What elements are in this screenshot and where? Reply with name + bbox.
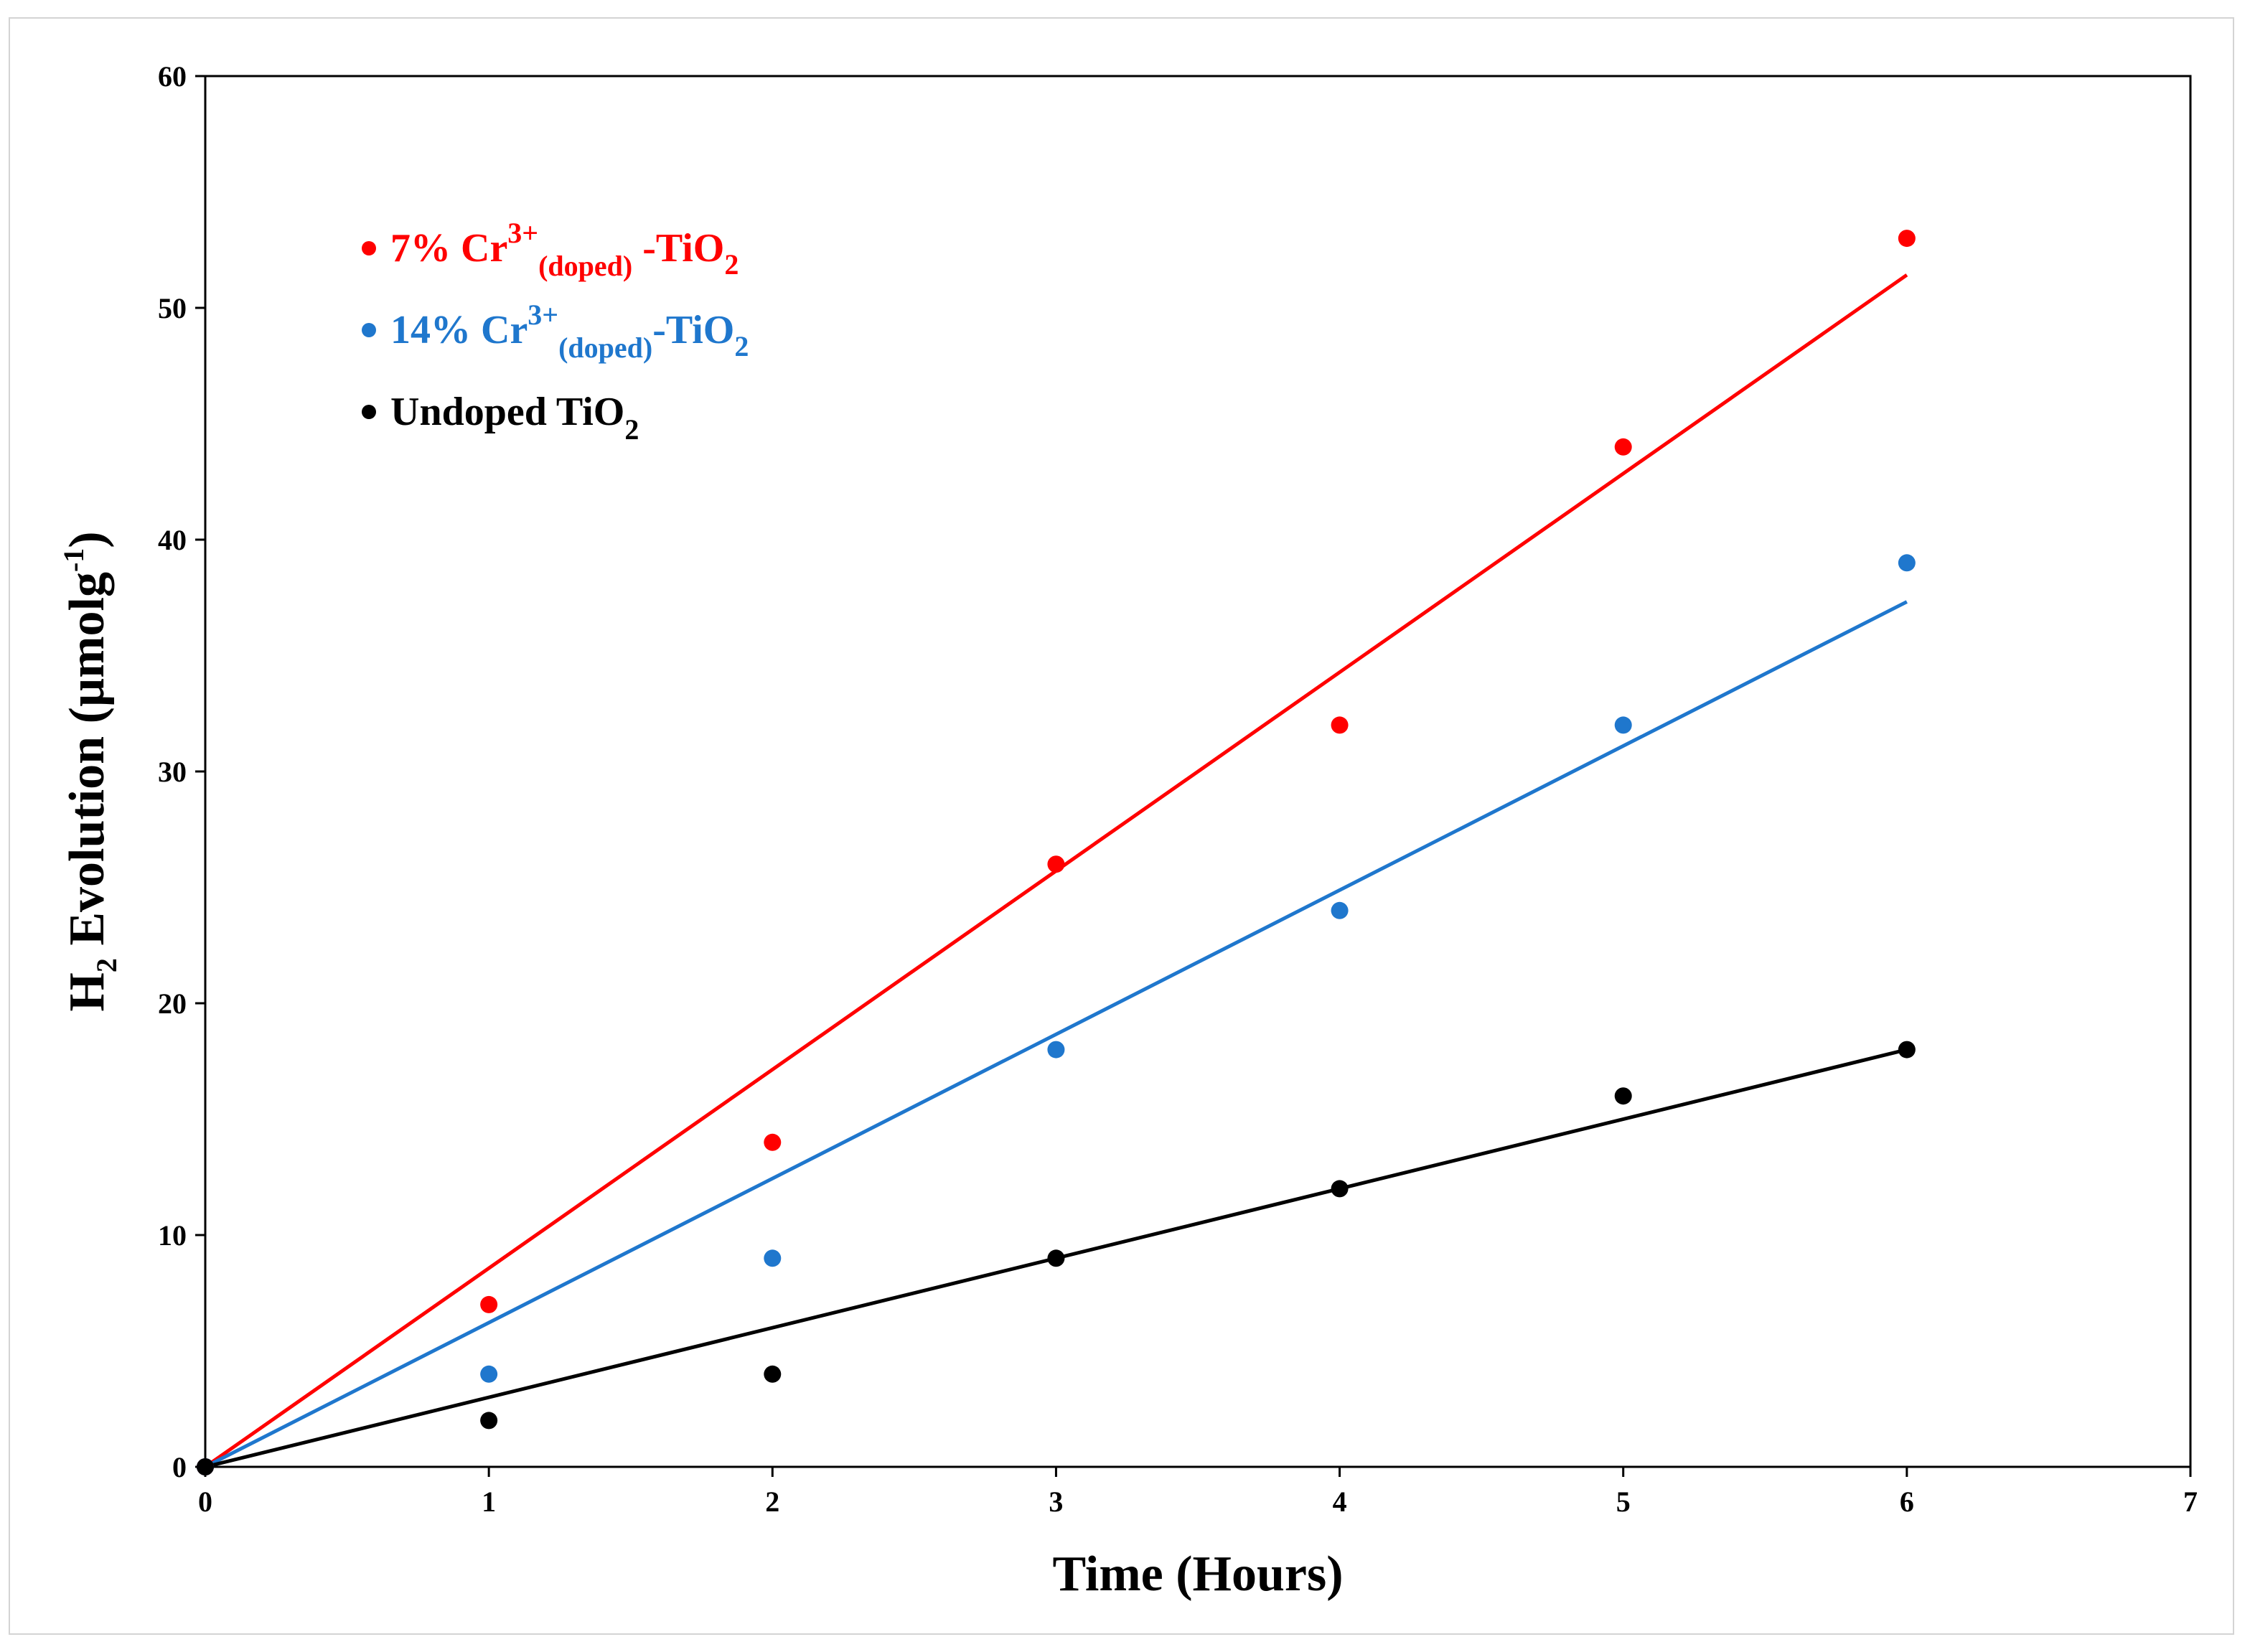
point-series-3 [1047,1249,1065,1267]
point-series-1 [1898,230,1916,248]
legend-label-part: 2 [724,248,739,281]
point-series-2 [1614,716,1632,734]
point-series-1 [1614,438,1632,456]
legend-label-part: (doped) [538,250,632,282]
legend-label-3: Undoped TiO2 [390,390,639,446]
point-series-3 [764,1365,782,1383]
legend-label-2: 14% Cr3+(doped)-TiO2 [390,299,749,364]
y-title-sup: -1 [57,548,90,572]
point-series-3 [1331,1180,1349,1198]
trendline-series-2 [204,600,1908,1469]
x-tick-label: 1 [482,1486,496,1518]
y-title-main: Evolution (µmolg [60,572,115,958]
point-series-2 [1898,554,1916,572]
legend-label-part: -TiO [652,308,734,352]
legend-label-part: (doped) [558,332,652,364]
x-tick-label: 0 [198,1486,212,1518]
x-tick-label: 6 [1900,1486,1914,1518]
x-tick-label: 4 [1333,1486,1347,1518]
data-points [197,230,1916,1475]
y-title-end: ) [60,531,115,548]
y-title-sub: 2 [90,958,123,972]
y-tick-label: 40 [158,524,187,556]
y-tick-label: 60 [158,60,187,93]
x-tick-label: 7 [2183,1486,2198,1518]
point-series-1 [1331,716,1349,734]
y-tick-label: 50 [158,292,187,324]
legend-label-1: 7% Cr3+(doped) -TiO2 [390,217,739,282]
x-axis: 0 1 2 3 4 5 6 7 [198,1467,2198,1518]
y-tick-label: 20 [158,987,187,1020]
point-series-1 [1047,855,1065,873]
y-tick-label: 0 [172,1451,187,1483]
y-tick-label: 10 [158,1219,187,1252]
point-series-3 [480,1412,498,1430]
legend-marker-2 [362,323,376,337]
legend-label-part: -TiO [632,226,724,271]
point-series-1 [764,1133,782,1151]
x-axis-title: Time (Hours) [1052,1547,1343,1602]
y-title-h: H [60,972,115,1011]
legend-label-part: 2 [624,413,639,446]
legend-label-part: 3+ [528,299,558,331]
point-series-2 [480,1365,498,1383]
y-axis-title: H2 Evolution (µmolg-1) [57,531,123,1011]
x-tick-label: 2 [765,1486,779,1518]
x-tick-label: 5 [1616,1486,1631,1518]
x-tick-label: 3 [1049,1486,1063,1518]
legend-marker-1 [362,241,376,255]
legend-label-part: 3+ [507,217,538,249]
point-series-2 [764,1249,782,1267]
point-series-3 [197,1458,214,1475]
legend-label-part: 14% Cr [390,308,528,352]
legend-label-part: 7% Cr [390,226,507,271]
point-series-2 [1331,901,1349,919]
point-series-3 [1614,1087,1632,1105]
legend-label-part: 2 [734,330,749,362]
legend-label-part: Undoped TiO [390,390,624,434]
point-series-2 [1047,1041,1065,1059]
legend-marker-3 [362,405,376,419]
y-axis: 0 10 20 30 40 50 60 [158,60,205,1483]
point-series-3 [1898,1041,1916,1059]
point-series-1 [480,1295,498,1313]
y-tick-label: 30 [158,756,187,788]
